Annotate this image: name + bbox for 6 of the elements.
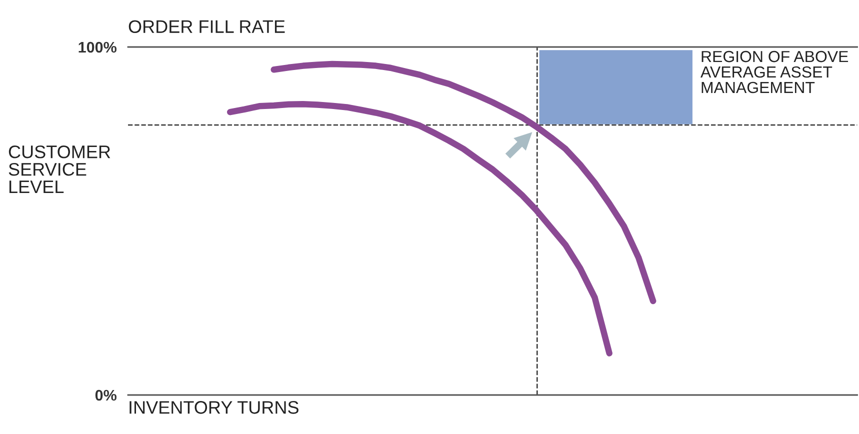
x-axis-title: INVENTORY TURNS [130,401,298,414]
text: ORDER FILL RATE [128,20,285,33]
y-axis-title: CUSTOMER SERVICE LEVEL [8,145,110,194]
annotation: REGION OF ABOVE AVERAGE ASSET MANAGEMENT [700,50,848,94]
y-tick-label: 100% [78,42,116,53]
y-tick-label: 0% [95,390,116,401]
